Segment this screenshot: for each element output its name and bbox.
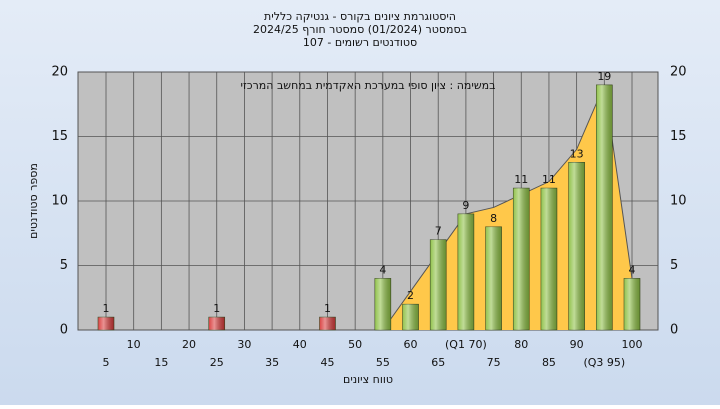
data-label: 9 [462,199,469,212]
x-tick-label: 75 [487,356,501,369]
y-axis-label: מספר סטודנטים [27,163,40,239]
x-tick-label: 55 [376,356,390,369]
x-tick-label: 100 [622,338,643,351]
x-axis-label: טווח ציונים [343,373,393,386]
data-label: 13 [570,147,584,160]
x-tick-label: 50 [348,338,362,351]
x-tick-label: 15 [154,356,168,369]
data-label: 4 [629,263,636,276]
data-label: 8 [490,212,497,225]
x-tick-label: 90 [570,338,584,351]
x-tick-label: 40 [293,338,307,351]
annotation: במשימה : ציון סופי במערכת האקדמית במחשב … [241,79,496,92]
data-label: 1 [324,302,331,315]
y-tick-label: 20 [51,65,68,80]
data-label: 1 [103,302,110,315]
bar-shine [485,226,502,330]
y-tick-label: 5 [60,258,68,273]
x-tick-label: 5 [103,356,110,369]
x-tick-label: 30 [237,338,251,351]
bar-shine [374,278,391,330]
data-label: 11 [542,173,556,186]
bar-shine [540,188,557,330]
y-tick-label: 5 [670,258,678,273]
data-label: 7 [435,225,442,238]
x-tick-label: 20 [182,338,196,351]
y-tick-label: 20 [670,65,687,80]
y-tick-label: 0 [670,323,678,338]
data-label: 1 [213,302,220,315]
chart-title: היסטוגרמת ציונים בקורס - גנטיקה כללית [264,10,456,23]
y-tick-label: 15 [51,129,68,144]
x-tick-label: (Q3 95) [583,356,625,369]
x-tick-label: 35 [265,356,279,369]
y-tick-label: 10 [51,194,68,209]
bar-shine [319,317,336,330]
data-label: 19 [597,70,611,83]
x-tick-label: 10 [127,338,141,351]
y-tick-label: 15 [670,129,687,144]
bar-shine [98,317,114,330]
bar-shine [596,84,613,331]
bar-shine [208,317,225,330]
x-tick-label: 45 [320,356,334,369]
bar-shine [402,304,419,330]
data-label: 4 [379,263,386,276]
chart-subtitle: בסמסטר (01/2024) סמסטר חורף 2024/25 [253,23,467,36]
y-tick-label: 10 [670,194,687,209]
x-tick-label: 80 [514,338,528,351]
area-edge [382,83,633,331]
x-tick-label: 25 [210,356,224,369]
x-tick-label: (Q1 70) [445,338,487,351]
bar-shine [568,162,585,330]
x-tick-label: 60 [404,338,418,351]
data-label: 2 [407,289,414,302]
bar-shine [513,188,530,330]
data-label: 11 [514,173,528,186]
bar-shine [624,278,640,330]
y-tick-label: 0 [60,323,68,338]
bar-shine [430,239,447,330]
chart-subtitle: סטודנטים רשומים - 107 [303,36,417,49]
x-tick-label: 65 [431,356,445,369]
bar-shine [457,213,474,330]
x-tick-label: 85 [542,356,556,369]
